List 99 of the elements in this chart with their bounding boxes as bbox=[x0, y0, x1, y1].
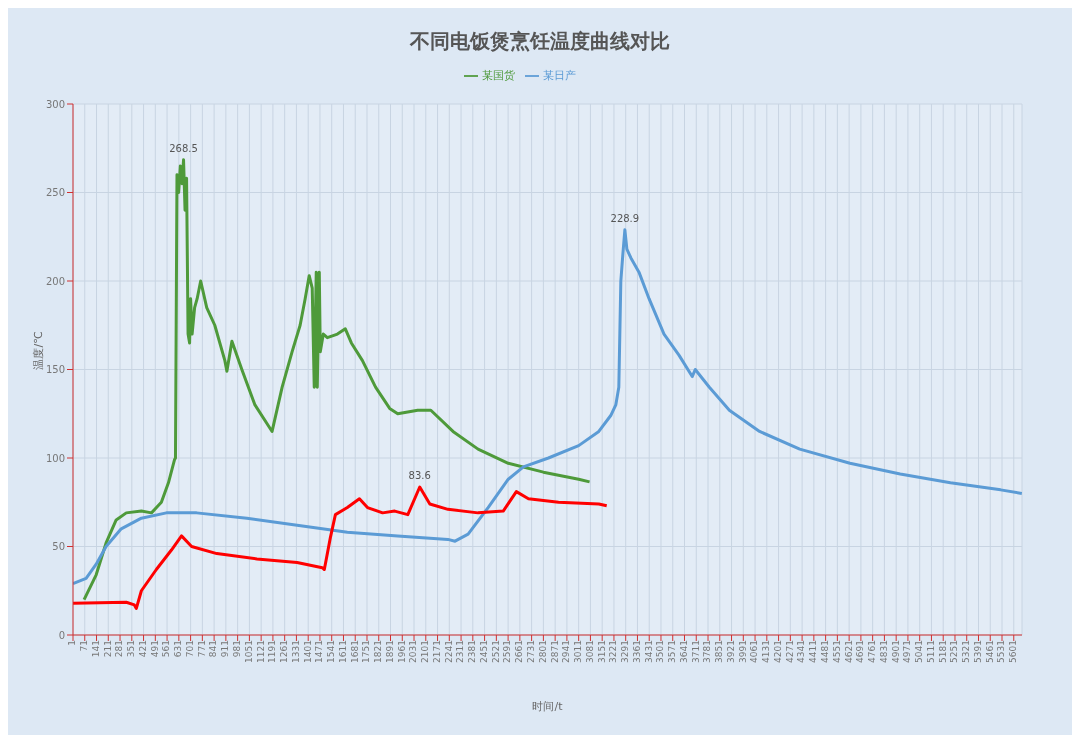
x-tick-label: 5391 bbox=[972, 640, 983, 663]
x-tick-label: 5111 bbox=[925, 640, 936, 663]
y-tick-label: 150 bbox=[45, 364, 65, 376]
x-tick-label: 5531 bbox=[996, 640, 1007, 663]
line-series bbox=[82, 158, 592, 602]
annotation: 83.6 bbox=[408, 470, 431, 482]
y-tick-label: 250 bbox=[45, 187, 65, 199]
x-tick-label: 1541 bbox=[326, 640, 337, 663]
x-tick-label: 2731 bbox=[526, 640, 537, 663]
x-tick-label: 4761 bbox=[867, 640, 878, 663]
x-tick-label: 5251 bbox=[949, 640, 960, 663]
x-tick-label: 71 bbox=[79, 640, 90, 652]
x-tick-label: 351 bbox=[126, 640, 137, 658]
x-tick-label: 2941 bbox=[561, 640, 572, 663]
x-tick-label: 701 bbox=[184, 640, 195, 658]
x-tick-label: 1611 bbox=[337, 640, 348, 663]
x-tick-label: 141 bbox=[90, 640, 101, 658]
legend-label: 某国货 bbox=[482, 69, 515, 82]
x-tick-label: 2031 bbox=[408, 640, 419, 663]
x-tick-label: 2311 bbox=[455, 640, 466, 663]
x-tick-label: 1821 bbox=[373, 640, 384, 663]
x-tick-label: 2801 bbox=[537, 640, 548, 663]
x-tick-label: 4831 bbox=[878, 640, 889, 663]
x-tick-label: 1 bbox=[67, 640, 78, 646]
x-tick-label: 421 bbox=[137, 640, 148, 658]
legend-label: 某日产 bbox=[543, 69, 576, 82]
x-tick-label: 1051 bbox=[243, 640, 254, 663]
x-tick-label: 4621 bbox=[843, 640, 854, 663]
x-tick-label: 3291 bbox=[620, 640, 631, 663]
x-tick-label: 5601 bbox=[1008, 640, 1019, 663]
x-tick-label: 4131 bbox=[761, 640, 772, 663]
x-tick-label: 4481 bbox=[820, 640, 830, 663]
x-tick-label: 2241 bbox=[443, 640, 454, 663]
x-tick-label: 3781 bbox=[702, 640, 713, 663]
x-tick-label: 4901 bbox=[890, 640, 901, 663]
x-tick-label: 561 bbox=[161, 640, 172, 658]
line-series bbox=[73, 228, 1022, 586]
x-tick-label: 5321 bbox=[961, 640, 972, 663]
x-tick-label: 2451 bbox=[478, 640, 489, 663]
x-tick-label: 3011 bbox=[573, 640, 584, 663]
line-series bbox=[73, 485, 609, 610]
x-tick-label: 1961 bbox=[396, 640, 407, 663]
x-tick-label: 5181 bbox=[937, 640, 948, 663]
x-tick-label: 491 bbox=[149, 640, 160, 658]
x-tick-label: 2101 bbox=[420, 640, 431, 663]
x-tick-label: 2521 bbox=[490, 640, 501, 663]
x-tick-label: 2661 bbox=[514, 640, 525, 663]
y-tick-label: 200 bbox=[45, 275, 65, 287]
y-tick-label: 0 bbox=[58, 629, 65, 641]
x-tick-label: 631 bbox=[173, 640, 184, 658]
x-tick-label: 2381 bbox=[467, 640, 478, 663]
y-tick-label: 300 bbox=[45, 98, 65, 110]
y-axis-title: 温度/℃ bbox=[31, 331, 45, 370]
x-tick-label: 4691 bbox=[855, 640, 866, 663]
x-tick-label: 3641 bbox=[678, 640, 689, 663]
x-tick-label: 3361 bbox=[631, 640, 642, 663]
x-tick-label: 1471 bbox=[314, 640, 325, 663]
x-tick-label: 3221 bbox=[608, 640, 619, 663]
x-tick-label: 2871 bbox=[549, 640, 560, 663]
x-tick-label: 1891 bbox=[384, 640, 395, 663]
x-tick-label: 4271 bbox=[784, 640, 795, 663]
x-tick-label: 3921 bbox=[725, 640, 736, 663]
x-tick-label: 4551 bbox=[831, 640, 842, 663]
x-tick-label: 981 bbox=[232, 640, 243, 658]
x-tick-label: 771 bbox=[196, 640, 207, 658]
x-tick-label: 3081 bbox=[584, 640, 595, 663]
x-tick-label: 911 bbox=[220, 640, 231, 658]
x-tick-label: 5461 bbox=[984, 640, 995, 663]
x-tick-label: 281 bbox=[114, 640, 125, 658]
y-tick-label: 50 bbox=[52, 541, 65, 553]
x-tick-label: 4411 bbox=[808, 640, 819, 663]
x-tick-label: 3151 bbox=[596, 640, 607, 663]
x-tick-label: 1121 bbox=[255, 640, 266, 663]
y-tick-label: 100 bbox=[45, 452, 65, 464]
x-tick-label: 1681 bbox=[349, 640, 360, 663]
x-axis-title: 时间/t bbox=[532, 700, 564, 713]
x-tick-label: 3571 bbox=[667, 640, 678, 663]
x-tick-label: 3991 bbox=[737, 640, 748, 663]
x-tick-label: 4341 bbox=[796, 640, 807, 663]
x-tick-label: 1401 bbox=[302, 640, 313, 663]
chart-title: 不同电饭煲烹饪温度曲线对比 bbox=[408, 28, 671, 55]
x-tick-label: 1261 bbox=[279, 640, 290, 663]
x-tick-label: 211 bbox=[102, 640, 113, 658]
x-tick-label: 3711 bbox=[690, 640, 701, 663]
x-tick-label: 3851 bbox=[714, 640, 725, 663]
x-tick-label: 3431 bbox=[643, 640, 654, 663]
annotation: 268.5 bbox=[169, 142, 198, 154]
x-tick-label: 1751 bbox=[361, 640, 372, 663]
x-tick-label: 2591 bbox=[502, 640, 513, 663]
x-tick-label: 1331 bbox=[290, 640, 301, 663]
x-tick-label: 841 bbox=[208, 640, 219, 658]
x-tick-label: 5041 bbox=[914, 640, 925, 663]
x-tick-label: 3501 bbox=[655, 640, 666, 663]
x-tick-label: 4971 bbox=[902, 640, 913, 663]
annotation: 228.9 bbox=[610, 212, 640, 224]
x-tick-label: 4201 bbox=[772, 640, 783, 663]
x-tick-label: 2171 bbox=[431, 640, 442, 663]
x-tick-label: 1191 bbox=[267, 640, 278, 663]
x-tick-label: 4061 bbox=[749, 640, 760, 663]
